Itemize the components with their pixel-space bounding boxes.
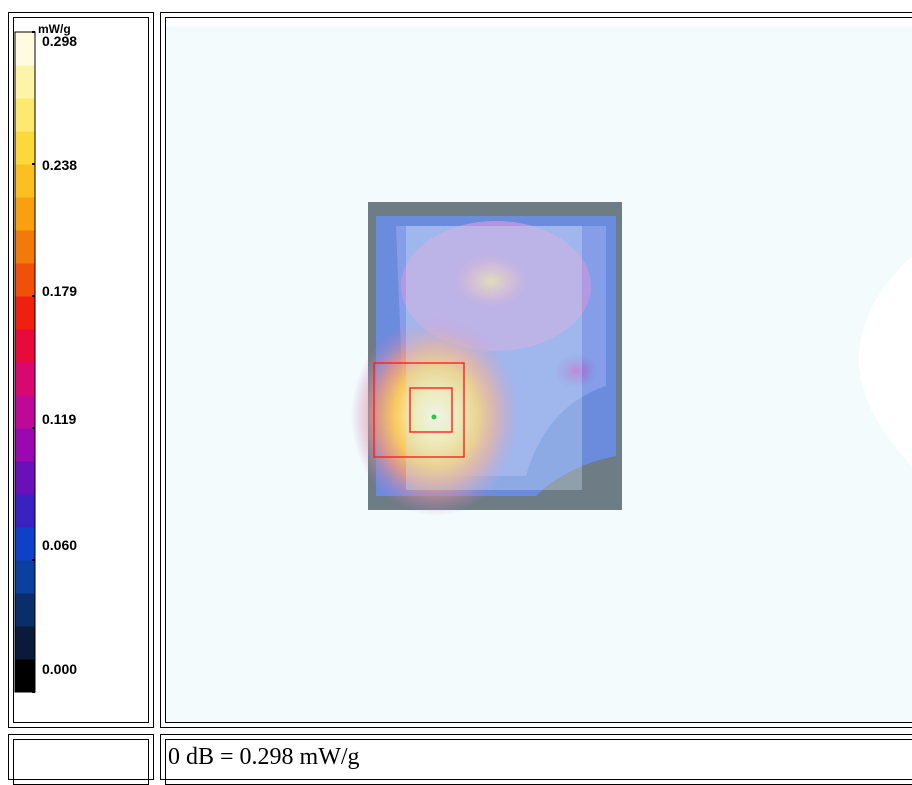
scale-step-6 bbox=[15, 461, 35, 495]
scale-step-3 bbox=[15, 560, 35, 594]
peak-location-marker bbox=[431, 414, 437, 420]
legend-unit-label: mW/g bbox=[38, 22, 71, 36]
scale-step-9 bbox=[15, 362, 35, 396]
zoom-scan-inner-box bbox=[409, 387, 453, 433]
scale-step-19 bbox=[15, 32, 35, 66]
map-cell-inner bbox=[165, 17, 912, 723]
empty-cell-inner bbox=[13, 739, 149, 785]
legend-cell bbox=[8, 12, 154, 728]
scale-step-0 bbox=[15, 659, 35, 693]
color-scale-bar bbox=[14, 31, 36, 693]
map-cell bbox=[160, 12, 912, 728]
scale-step-15 bbox=[15, 164, 35, 198]
tick-label-5: 0.060 bbox=[42, 537, 78, 553]
zoom-scan-outer-box bbox=[373, 362, 465, 458]
sar-map-area bbox=[166, 26, 912, 722]
tick-label-min: 0.000 bbox=[42, 661, 78, 677]
scale-step-18 bbox=[15, 65, 35, 99]
tick-label-2: 0.238 bbox=[42, 157, 78, 173]
map-right-cutout bbox=[859, 256, 912, 466]
scale-step-4 bbox=[15, 527, 35, 561]
scale-border bbox=[14, 31, 36, 693]
tick-label-4: 0.119 bbox=[42, 411, 77, 427]
hotspot-right bbox=[554, 353, 598, 389]
db-reference-caption: 0 dB = 0.298 mW/g bbox=[168, 744, 360, 770]
tick-label-max: 0.298 bbox=[42, 33, 78, 49]
scale-step-13 bbox=[15, 230, 35, 264]
scale-step-7 bbox=[15, 428, 35, 462]
scale-step-12 bbox=[15, 263, 35, 297]
scale-step-1 bbox=[15, 626, 35, 660]
tick-label-3: 0.179 bbox=[42, 283, 78, 299]
sar-distribution-map bbox=[166, 26, 912, 722]
legend-cell-inner bbox=[13, 17, 149, 723]
phantom-overlay bbox=[406, 226, 582, 490]
hotspot-upper bbox=[446, 249, 536, 313]
scale-step-11 bbox=[15, 296, 35, 330]
scale-step-17 bbox=[15, 98, 35, 132]
scale-step-14 bbox=[15, 197, 35, 231]
scale-step-10 bbox=[15, 329, 35, 363]
scale-step-2 bbox=[15, 593, 35, 627]
scale-step-5 bbox=[15, 494, 35, 528]
scale-step-16 bbox=[15, 131, 35, 165]
scale-step-8 bbox=[15, 395, 35, 429]
